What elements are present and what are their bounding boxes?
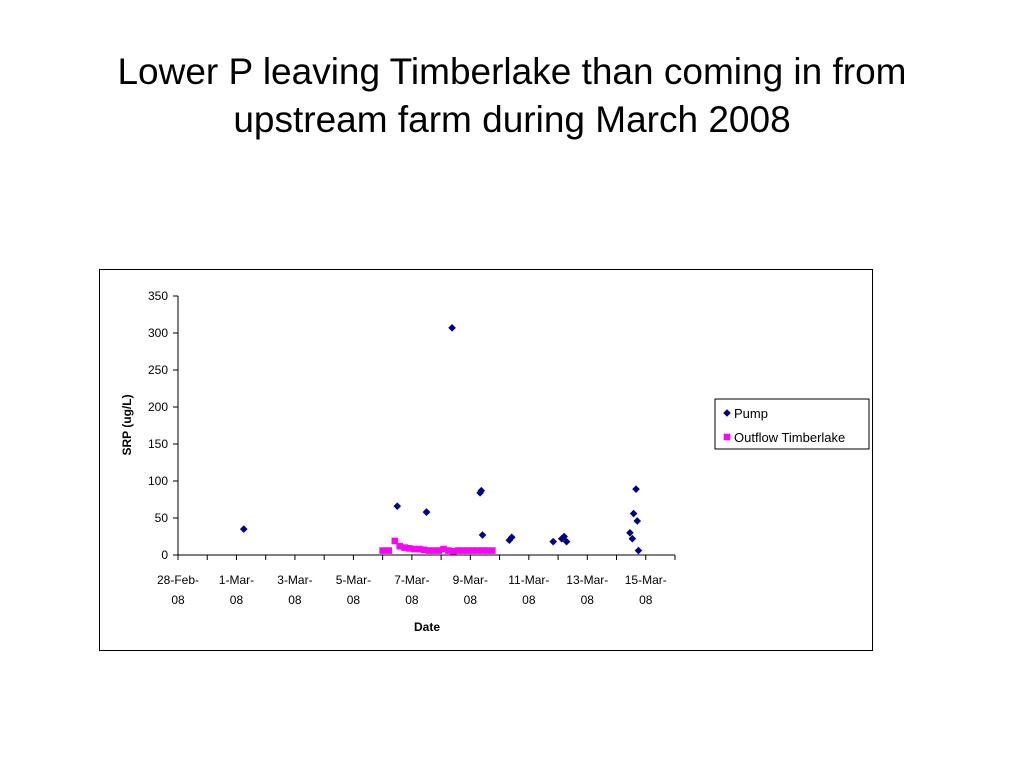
data-point-pump [633, 517, 642, 525]
plot-points [239, 324, 643, 555]
data-point-outflow-timberlake [484, 547, 491, 554]
data-point-outflow-timberlake [411, 545, 418, 553]
data-point-outflow-timberlake [454, 547, 462, 554]
x-tick-label: 3-Mar-08 [277, 573, 312, 607]
x-tick-label: 7-Mar-08 [394, 573, 429, 607]
data-point-outflow-timberlake [385, 547, 393, 554]
data-point-pump [507, 533, 516, 542]
chart-frame: 0 50 100 150 200 250 300 350 28-Feb-08 1-Mar-08 3-… [99, 269, 873, 651]
data-point-pump [448, 324, 456, 332]
slide-title-line-1: Lower P leaving Timberlake than coming i… [117, 51, 907, 92]
data-point-pump [478, 531, 487, 539]
y-tick-label: 0 [161, 548, 168, 562]
legend-marker-outflow-timberlake [723, 433, 731, 441]
legend-label-pump: Pump [734, 406, 768, 421]
x-tick-label: 5-Mar-08 [336, 573, 371, 607]
slide-title-line-2: upstream farm during March 2008 [233, 99, 791, 140]
y-tick-label: 50 [155, 511, 169, 525]
data-point-pump [626, 529, 634, 537]
data-point-outflow-timberlake [449, 548, 457, 555]
series-outflow-timberlake [379, 537, 496, 555]
y-tick-label: 350 [148, 289, 168, 303]
data-point-pump [562, 537, 571, 546]
legend-item-outflow-timberlake: Outflow Timberlake [723, 430, 845, 445]
data-point-outflow-timberlake [379, 547, 386, 554]
axes: 0 50 100 150 200 250 300 350 28-Feb-08 1-Mar-08 3-… [148, 289, 676, 607]
data-point-outflow-timberlake [430, 547, 438, 554]
data-point-outflow-timberlake [391, 537, 399, 545]
y-axis-title: SRP (ug/L) [120, 394, 134, 455]
data-point-outflow-timberlake [474, 547, 481, 554]
y-tick-label: 200 [148, 400, 168, 414]
data-point-outflow-timberlake [406, 545, 413, 552]
data-point-outflow-timberlake [479, 547, 486, 554]
legend-item-pump: Pump [723, 406, 768, 421]
data-point-outflow-timberlake [488, 547, 496, 554]
x-tick-label: 1-Mar-08 [219, 573, 254, 607]
x-axis-title: Date [414, 620, 440, 634]
y-tick-label: 300 [148, 326, 168, 340]
x-tick-label: 11-Mar-08 [508, 573, 549, 607]
legend-marker-pump [723, 409, 731, 417]
data-point-outflow-timberlake [459, 547, 467, 554]
legend-box [714, 398, 870, 450]
y-tick-label: 250 [148, 363, 168, 377]
y-tick-label: 100 [148, 474, 168, 488]
data-point-pump [629, 509, 638, 518]
data-point-outflow-timberlake [440, 545, 447, 553]
data-point-pump [393, 502, 402, 510]
data-point-pump [549, 537, 557, 546]
x-tick-label: 13-Mar-08 [566, 573, 608, 607]
data-point-pump [634, 546, 643, 555]
data-point-outflow-timberlake [420, 546, 428, 554]
data-point-outflow-timberlake [445, 547, 452, 554]
legend: Pump Outflow Timberlake [714, 398, 870, 450]
slide-title: Lower P leaving Timberlake than coming i… [60, 48, 964, 144]
legend-label-outflow-timberlake: Outflow Timberlake [734, 430, 845, 445]
srp-scatter-chart: 0 50 100 150 200 250 300 350 28-Feb-08 1-Mar-08 3-… [120, 289, 870, 634]
data-point-pump [632, 485, 640, 493]
x-tick-label: 15-Mar-08 [625, 573, 667, 607]
data-point-pump [239, 525, 248, 533]
data-point-outflow-timberlake [401, 544, 408, 551]
data-point-outflow-timberlake [464, 547, 472, 554]
y-tick-label: 150 [148, 437, 168, 451]
data-point-outflow-timberlake [415, 545, 423, 553]
x-tick-label: 28-Feb-08 [157, 573, 199, 607]
data-point-pump [477, 486, 486, 495]
series-pump [239, 324, 643, 555]
x-tick-label: 9-Mar-08 [453, 573, 488, 607]
data-point-pump [628, 534, 637, 543]
data-point-outflow-timberlake [469, 547, 477, 554]
data-point-pump [422, 508, 431, 516]
data-point-outflow-timberlake [396, 542, 404, 550]
data-point-outflow-timberlake [435, 547, 442, 554]
data-point-outflow-timberlake [425, 547, 433, 554]
